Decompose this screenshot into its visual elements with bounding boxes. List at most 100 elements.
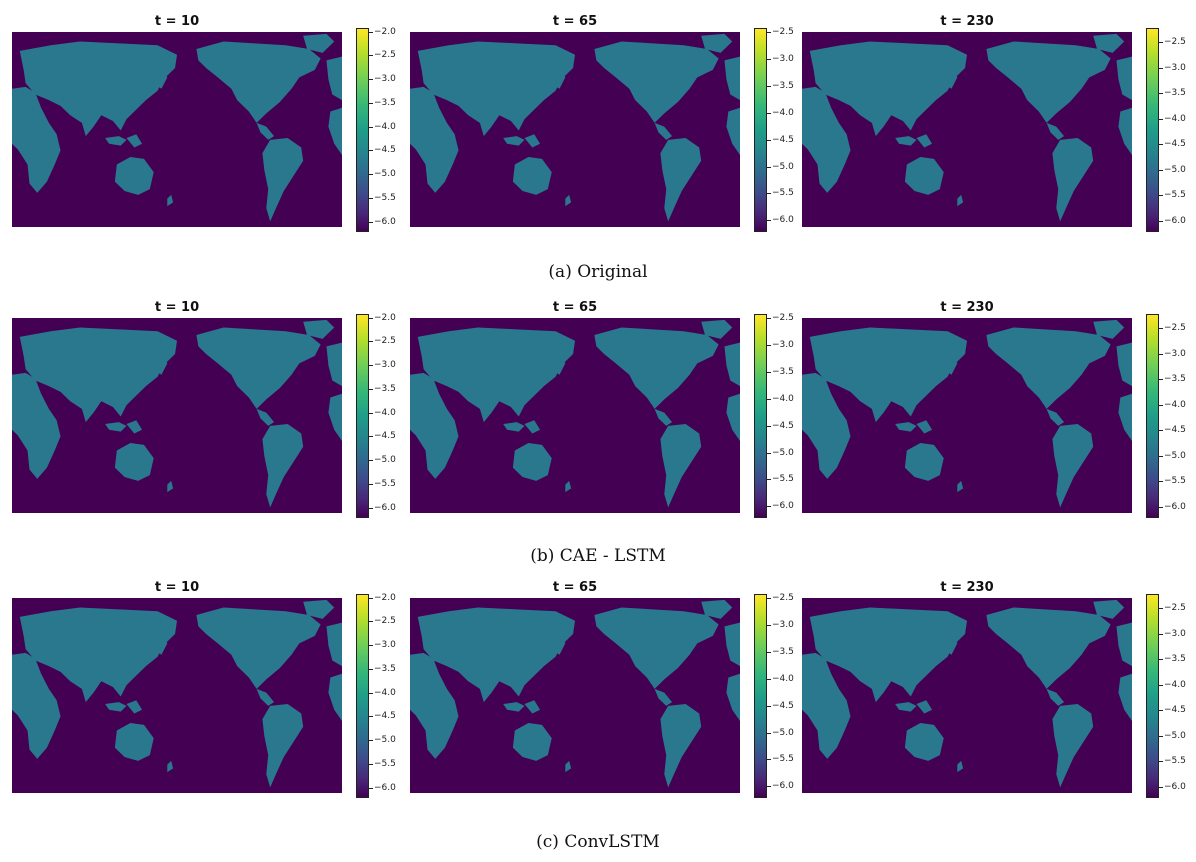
colorbar-tick-label: −5.0 bbox=[767, 161, 794, 172]
colorbar-tick-label: −3.0 bbox=[369, 74, 396, 85]
map-panel: t = 230 −2.5 −3.0 −3.5 −4.0 −4.5 −5.0 −5.5 −6.0 bbox=[802, 580, 1186, 810]
colorbar-tick-label: −2.5 bbox=[1159, 603, 1186, 614]
colorbar-tick-label: −2.0 bbox=[369, 26, 396, 37]
colorbar-tick-label: −2.5 bbox=[369, 616, 396, 627]
colorbar-tick-label: −4.0 bbox=[1159, 399, 1186, 410]
world-map bbox=[802, 598, 1132, 793]
colorbar-tick-label: −5.5 bbox=[767, 754, 794, 765]
colorbar-tick-label: −2.5 bbox=[767, 27, 794, 38]
colorbar bbox=[356, 314, 369, 518]
row-caption: (b) CAE - LSTM bbox=[530, 546, 666, 566]
colorbar-tick-label: −2.0 bbox=[369, 592, 396, 603]
world-map bbox=[802, 32, 1132, 227]
colorbar-tick-label: −6.0 bbox=[767, 501, 794, 512]
land-mass bbox=[410, 599, 740, 788]
colorbar-tick-label: −5.0 bbox=[369, 169, 396, 180]
world-map bbox=[410, 32, 740, 227]
map-panel: t = 10 −2.0 −2.5 −3.0 −3.5 −4.0 −4.5 −5.0 −5.5 −6… bbox=[12, 580, 396, 810]
colorbar-tick-label: −4.0 bbox=[369, 407, 396, 418]
world-map bbox=[12, 598, 342, 793]
colorbar-tick-label: −3.5 bbox=[1159, 88, 1186, 99]
colorbar-tick-label: −2.0 bbox=[369, 312, 396, 323]
colorbar-tick-label: −3.5 bbox=[369, 383, 396, 394]
colorbar-tick-label: −5.0 bbox=[1159, 730, 1186, 741]
colorbar-tick-label: −4.0 bbox=[1159, 113, 1186, 124]
colorbar-tick-label: −3.5 bbox=[767, 647, 794, 658]
colorbar-tick-label: −3.5 bbox=[1159, 654, 1186, 665]
colorbar-tick-label: −4.5 bbox=[1159, 425, 1186, 436]
land-mass bbox=[12, 33, 342, 222]
hotspot-layer bbox=[815, 384, 1076, 462]
colorbar-tick-label: −3.0 bbox=[767, 620, 794, 631]
hotspot-layer bbox=[23, 384, 257, 455]
colorbar-tick-label: −3.0 bbox=[369, 640, 396, 651]
colorbar-tick-label: −5.5 bbox=[369, 478, 396, 489]
colorbar-tick-label: −4.5 bbox=[369, 711, 396, 722]
map-heatmap bbox=[410, 33, 740, 222]
colorbar bbox=[754, 314, 767, 518]
colorbar-tick-label: −5.0 bbox=[767, 727, 794, 738]
colorbar bbox=[1146, 314, 1159, 518]
panel-title: t = 10 bbox=[154, 300, 200, 315]
colorbar-tick-label: −6.0 bbox=[1159, 781, 1186, 792]
map-heatmap bbox=[12, 599, 342, 788]
colorbar-tick-label: −6.0 bbox=[1159, 501, 1186, 512]
map-heatmap bbox=[410, 599, 740, 788]
colorbar-tick-label: −5.0 bbox=[767, 447, 794, 458]
colorbar-tick-label: −5.5 bbox=[767, 474, 794, 485]
colorbar-tick-label: −3.0 bbox=[369, 360, 396, 371]
colorbar-tick-label: −3.5 bbox=[767, 367, 794, 378]
colorbar-tick-label: −5.0 bbox=[369, 455, 396, 466]
colorbar-tick-label: −6.0 bbox=[767, 781, 794, 792]
panel-title: t = 10 bbox=[154, 580, 200, 595]
map-panel: t = 230 −2.5 −3.0 −3.5 −4.0 −4.5 −5.0 −5.5 −6.0 bbox=[802, 14, 1186, 244]
map-heatmap bbox=[12, 33, 342, 222]
colorbar bbox=[356, 594, 369, 798]
colorbar-tick-label: −4.0 bbox=[369, 121, 396, 132]
colorbar-tick-label: −4.0 bbox=[767, 673, 794, 684]
row-caption: (c) ConvLSTM bbox=[536, 832, 660, 852]
colorbar-tick-label: −6.0 bbox=[767, 215, 794, 226]
colorbar-tick-label: −5.5 bbox=[1159, 756, 1186, 767]
colorbar-tick-label: −3.5 bbox=[1159, 374, 1186, 385]
colorbar-tick-label: −4.0 bbox=[767, 393, 794, 404]
colorbar-tick-label: −6.0 bbox=[1159, 215, 1186, 226]
map-panel: t = 230 −2.5 −3.0 −3.5 −4.0 −4.5 −5.0 −5.5 −6.0 bbox=[802, 300, 1186, 530]
colorbar-tick-label: −4.0 bbox=[369, 687, 396, 698]
colorbar bbox=[754, 594, 767, 798]
colorbar-tick-label: −5.5 bbox=[369, 758, 396, 769]
colorbar-tick-label: −5.5 bbox=[1159, 190, 1186, 201]
panel-title: t = 230 bbox=[940, 300, 994, 315]
land-mass bbox=[410, 33, 740, 222]
map-panel: t = 65 −2.5 −3.0 −3.5 −4.0 −4.5 −5.0 −5.5 −6.0 bbox=[410, 580, 794, 810]
colorbar-tick-label: −3.0 bbox=[1159, 62, 1186, 73]
colorbar-tick-label: −4.5 bbox=[767, 700, 794, 711]
map-heatmap bbox=[802, 319, 1132, 508]
panel-title: t = 65 bbox=[552, 580, 598, 595]
colorbar bbox=[754, 28, 767, 232]
row-caption: (a) Original bbox=[548, 262, 648, 282]
panel-title: t = 65 bbox=[552, 14, 598, 29]
colorbar-tick-label: −5.0 bbox=[369, 735, 396, 746]
colorbar-tick-label: −4.5 bbox=[1159, 139, 1186, 150]
colorbar-tick-label: −3.0 bbox=[767, 340, 794, 351]
land-mass bbox=[802, 319, 1132, 508]
colorbar-tick-label: −2.5 bbox=[369, 336, 396, 347]
world-map bbox=[410, 318, 740, 513]
panel-title: t = 10 bbox=[154, 14, 200, 29]
colorbar-tick-label: −4.5 bbox=[1159, 705, 1186, 716]
colorbar-tick-label: −2.5 bbox=[1159, 37, 1186, 48]
colorbar-tick-label: −3.0 bbox=[1159, 348, 1186, 359]
colorbar-tick-label: −4.5 bbox=[369, 145, 396, 156]
land-mass bbox=[802, 33, 1132, 222]
map-panel: t = 65 −2.5 −3.0 −3.5 −4.0 −4.5 −5.0 −5.5 −6.0 bbox=[410, 300, 794, 530]
colorbar-tick-label: −3.0 bbox=[767, 54, 794, 65]
colorbar bbox=[1146, 594, 1159, 798]
panel-title: t = 65 bbox=[552, 300, 598, 315]
map-heatmap bbox=[802, 33, 1132, 222]
map-panel: t = 65 −2.5 −3.0 −3.5 −4.0 −4.5 −5.0 −5.5 −6.0 bbox=[410, 14, 794, 244]
panel-title: t = 230 bbox=[940, 580, 994, 595]
world-map bbox=[802, 318, 1132, 513]
land-mass bbox=[802, 599, 1132, 788]
world-map bbox=[12, 318, 342, 513]
